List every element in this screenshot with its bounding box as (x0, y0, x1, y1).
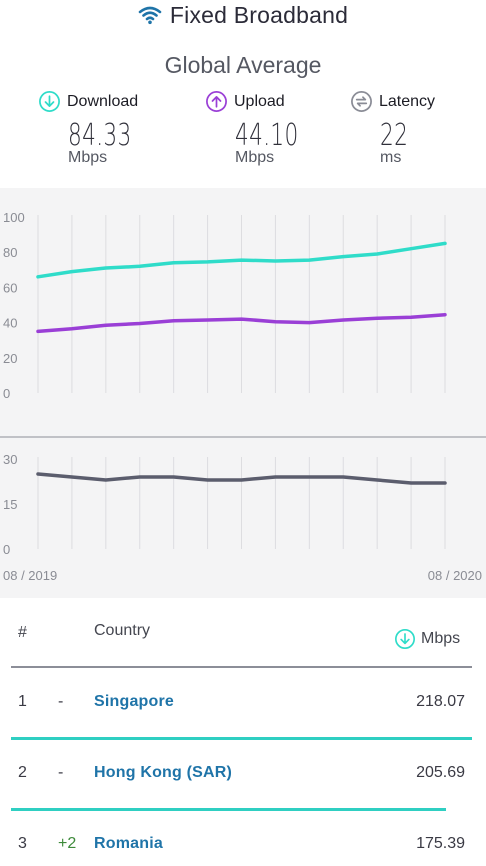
latency-metric: Latency 22 ms (350, 90, 435, 167)
download-icon (39, 91, 60, 112)
row-divider (11, 808, 446, 811)
row-value: 175.39 (416, 835, 465, 852)
download-metric: Download 84.33 Mbps (38, 90, 156, 167)
row-country-link[interactable]: Singapore (94, 693, 175, 710)
wifi-icon (138, 6, 162, 25)
row-divider (11, 737, 472, 740)
latency-chart-y-tick-label: 30 (3, 452, 17, 467)
download-label: Download (67, 92, 139, 110)
section-subtitle: Global Average (164, 52, 322, 78)
speed-charts: 0 20 40 60 80 100 0 15 30 08 / 2019 08 / 2020 (0, 210, 486, 583)
speed-chart-y-tick-label: 60 (3, 280, 17, 295)
speed-chart-y-tick-label: 80 (3, 245, 17, 260)
latency-label: Latency (379, 92, 436, 110)
upload-label: Upload (234, 92, 285, 110)
upload-value: 44.10 (235, 118, 299, 153)
page-header: Fixed Broadband (0, 0, 486, 30)
row-rank: 1 (18, 693, 27, 710)
chart-area: 0 20 40 60 80 100 0 15 30 08 / 2019 08 / 2020 (0, 188, 486, 598)
series-line-latency (36, 472, 447, 485)
speed-chart-y-tick-label: 0 (3, 386, 10, 401)
download-value: 84.33 (68, 118, 132, 153)
speed-chart-y-ticks: 0 20 40 60 80 100 (3, 210, 25, 401)
row-country-link[interactable]: Hong Kong (SAR) (94, 764, 233, 781)
latency-value: 22 (380, 118, 409, 153)
row-change: - (58, 693, 64, 710)
speed-chart-grid (37, 215, 446, 393)
speed-chart-lines (36, 241, 447, 334)
row-change: - (58, 764, 64, 781)
header-divider (11, 666, 472, 668)
column-header-mbps[interactable]: Mbps (394, 628, 460, 650)
table-row: 2 - Hong Kong (SAR) 205.69 (0, 764, 486, 794)
latency-chart-y-tick-label: 15 (3, 497, 17, 512)
series-line-download (36, 241, 447, 279)
speed-chart-y-tick-label: 20 (3, 351, 17, 366)
column-header-mbps-label: Mbps (421, 630, 461, 647)
x-tick-end: 08 / 2020 (428, 568, 482, 583)
speed-chart-y-tick-label: 100 (3, 210, 25, 225)
upload-metric: Upload 44.10 Mbps (205, 90, 323, 167)
row-value: 205.69 (416, 764, 465, 781)
column-header-country: Country (94, 622, 151, 639)
speed-chart-y-tick-label: 40 (3, 316, 17, 331)
upload-unit: Mbps (235, 149, 275, 166)
latency-chart-y-ticks: 0 15 30 (3, 452, 17, 557)
download-unit: Mbps (68, 149, 108, 166)
row-value: 218.07 (416, 693, 465, 710)
download-icon (395, 629, 415, 649)
latency-chart-lines (36, 472, 447, 485)
latency-icon (351, 91, 372, 112)
row-rank: 2 (18, 764, 27, 781)
latency-unit: ms (380, 149, 402, 166)
column-header-rank: # (18, 624, 27, 641)
latency-chart-grid (37, 457, 446, 549)
table-row: 1 - Singapore 218.07 (0, 693, 486, 723)
row-change: +2 (58, 835, 77, 852)
latency-chart-y-tick-label: 0 (3, 542, 10, 557)
upload-icon (206, 91, 227, 112)
row-country-link[interactable]: Romania (94, 835, 163, 852)
series-line-upload (36, 312, 447, 334)
page-title: Fixed Broadband (169, 1, 349, 28)
row-rank: 3 (18, 835, 27, 852)
x-tick-start: 08 / 2019 (3, 568, 57, 583)
country-ranking-table: # Country Mbps 1 - Singapore 218.07 2 - … (0, 598, 486, 866)
table-row: 3 +2 Romania 175.39 (0, 835, 486, 865)
